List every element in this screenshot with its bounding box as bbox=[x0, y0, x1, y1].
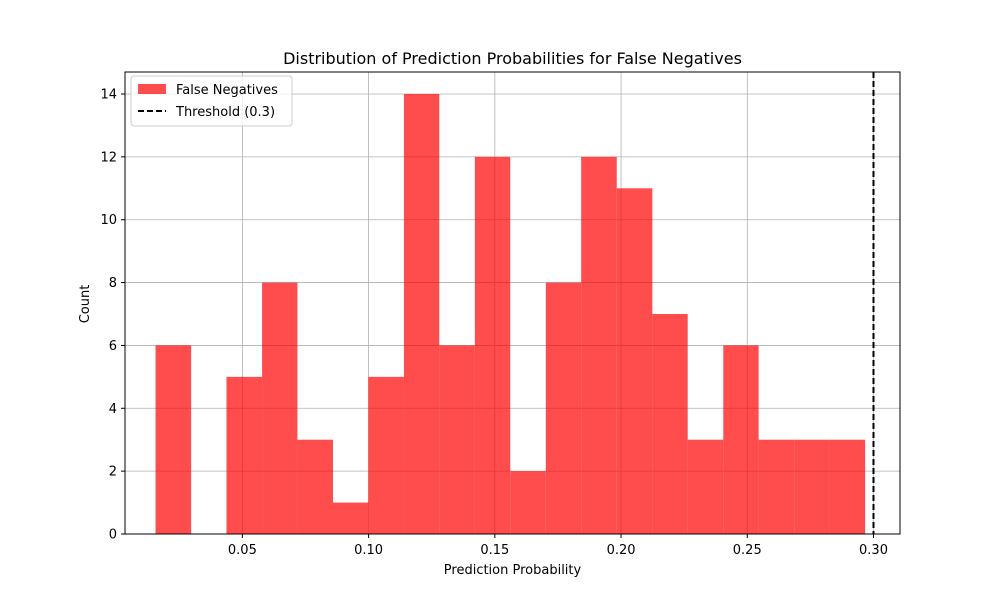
legend-label-false-negatives: False Negatives bbox=[176, 83, 278, 98]
y-axis-label: Count bbox=[78, 285, 93, 324]
x-tick-label: 0.05 bbox=[228, 543, 257, 558]
y-axis-ticks: 0 2 4 6 8 10 12 14 bbox=[100, 88, 125, 543]
legend-box bbox=[130, 75, 293, 127]
histogram-bar bbox=[297, 439, 334, 534]
histogram-bar bbox=[652, 314, 688, 534]
x-tick-label: 0.10 bbox=[354, 543, 383, 558]
histogram-bar bbox=[262, 282, 298, 534]
histogram-bar bbox=[829, 439, 866, 534]
histogram-bars bbox=[155, 94, 866, 535]
y-tick-label: 10 bbox=[100, 213, 117, 228]
x-tick-label: 0.15 bbox=[480, 543, 509, 558]
y-tick-label: 0 bbox=[109, 528, 117, 543]
chart-title: Distribution of Prediction Probabilities… bbox=[283, 49, 742, 68]
histogram-bar bbox=[758, 439, 795, 534]
legend-swatch-false-negatives bbox=[138, 84, 166, 94]
histogram-bar bbox=[616, 188, 653, 535]
y-tick-label: 14 bbox=[100, 88, 117, 103]
histogram-bar bbox=[155, 345, 192, 534]
plot-area-frame bbox=[124, 71, 901, 535]
histogram-bar bbox=[794, 439, 830, 534]
legend-label-threshold: Threshold (0.3) bbox=[175, 105, 275, 120]
x-tick-label: 0.20 bbox=[607, 543, 636, 558]
y-tick-label: 8 bbox=[109, 276, 117, 291]
y-tick-label: 6 bbox=[109, 339, 117, 354]
histogram-bar bbox=[687, 439, 724, 534]
histogram-bar bbox=[403, 94, 440, 534]
histogram-bar bbox=[581, 156, 617, 534]
histogram-bar bbox=[723, 345, 759, 534]
histogram-bar bbox=[368, 376, 404, 534]
y-tick-label: 12 bbox=[100, 150, 117, 165]
x-tick-label: 0.30 bbox=[859, 543, 888, 558]
y-tick-label: 2 bbox=[109, 465, 117, 480]
y-tick-label: 4 bbox=[109, 402, 117, 417]
histogram-bar bbox=[545, 282, 582, 534]
legend: False Negatives Threshold (0.3) bbox=[130, 75, 293, 127]
x-axis-label: Prediction Probability bbox=[444, 563, 582, 578]
x-axis-ticks: 0.05 0.10 0.15 0.20 0.25 0.30 bbox=[228, 534, 888, 558]
histogram-bar bbox=[333, 502, 369, 534]
histogram-bar bbox=[510, 471, 546, 534]
histogram-bar bbox=[439, 345, 475, 534]
histogram-bar bbox=[474, 156, 511, 534]
x-tick-label: 0.25 bbox=[733, 543, 762, 558]
histogram-bar bbox=[226, 376, 263, 534]
